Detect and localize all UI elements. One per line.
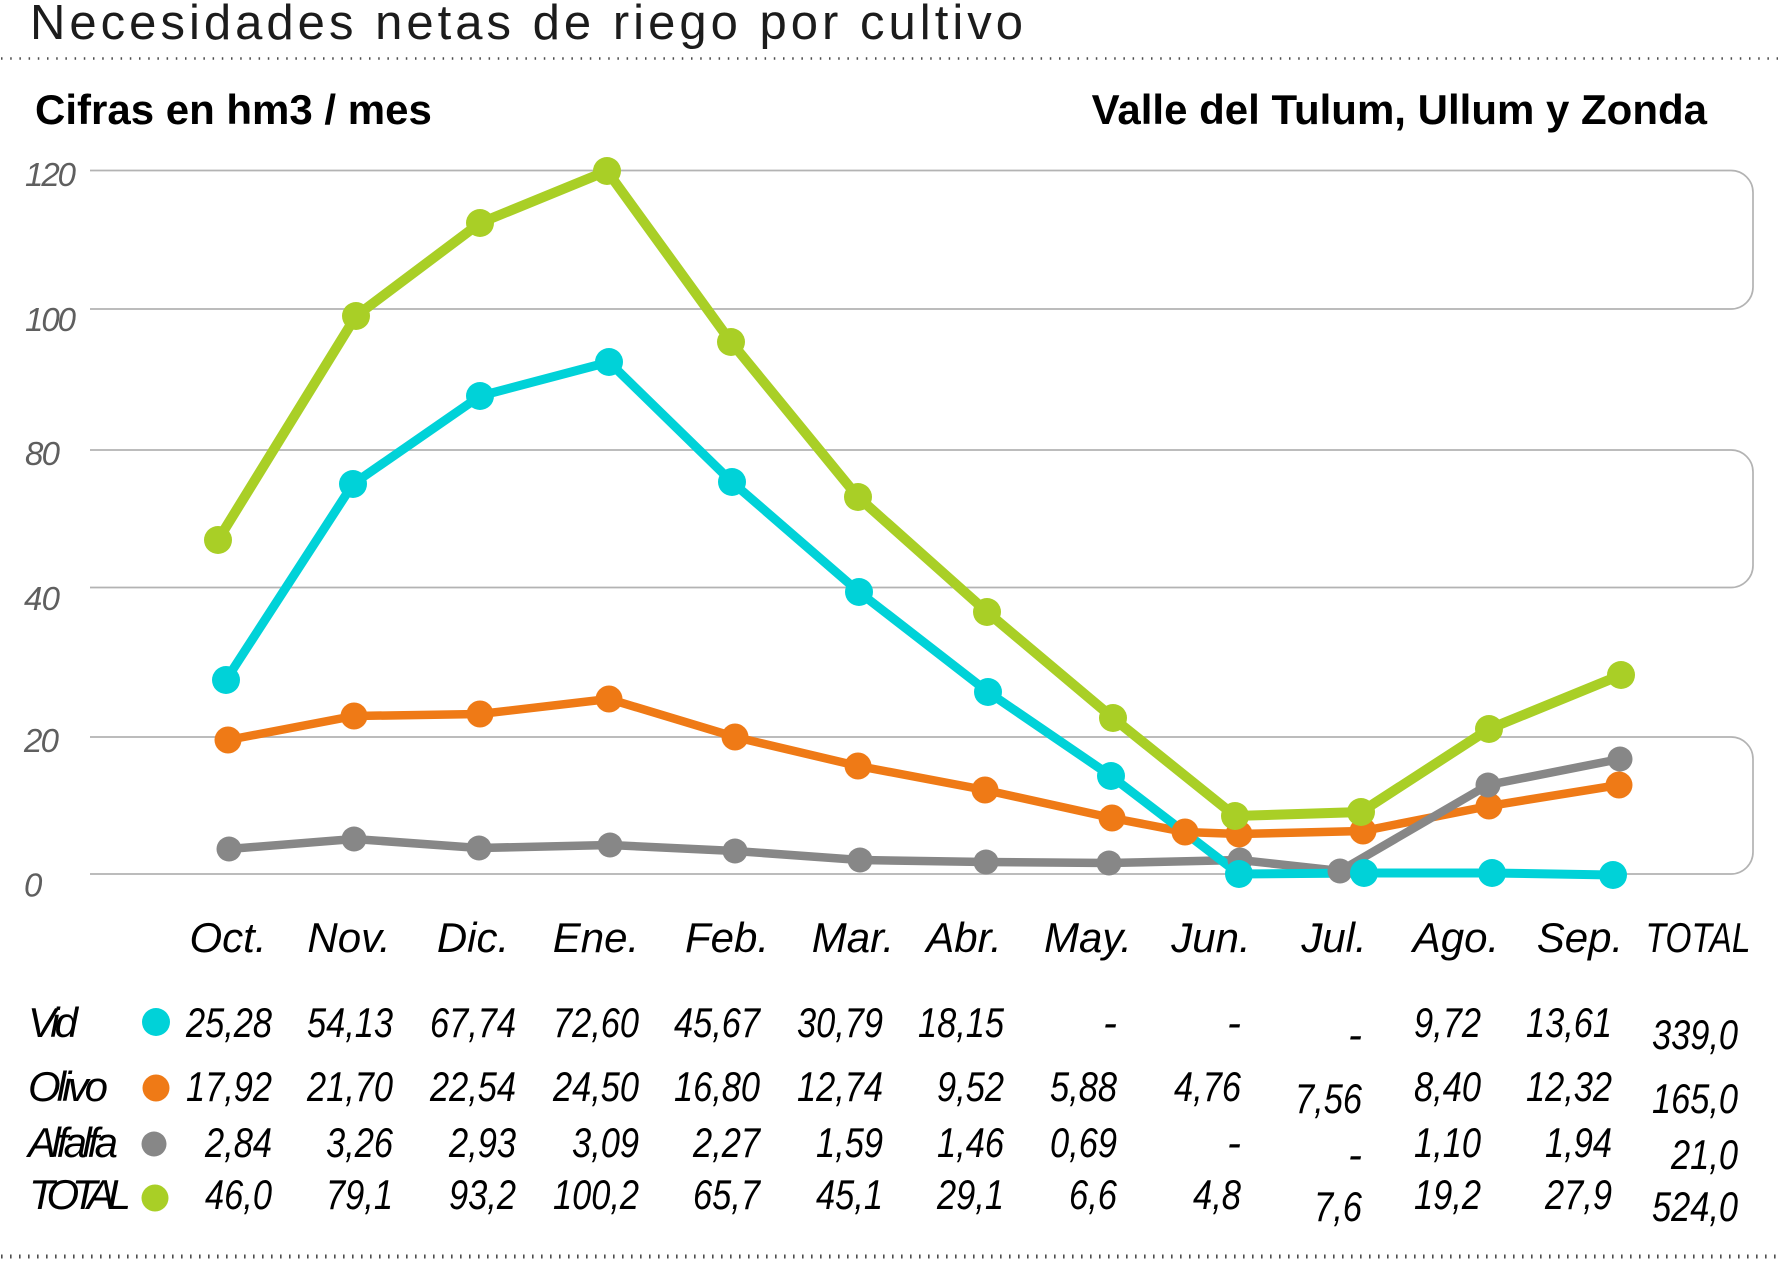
svg-text:3,09: 3,09 bbox=[572, 1119, 639, 1166]
svg-text:Jul.: Jul. bbox=[1300, 914, 1366, 961]
svg-text:0: 0 bbox=[24, 867, 43, 904]
svg-text:72,60: 72,60 bbox=[553, 999, 640, 1046]
svg-text:May.: May. bbox=[1044, 914, 1132, 961]
svg-text:45,1: 45,1 bbox=[816, 1171, 883, 1218]
svg-text:1,10: 1,10 bbox=[1414, 1119, 1482, 1166]
svg-text:19,2: 19,2 bbox=[1414, 1171, 1481, 1218]
svg-text:27,9: 27,9 bbox=[1544, 1171, 1612, 1218]
svg-text:24,50: 24,50 bbox=[552, 1063, 639, 1110]
svg-text:22,54: 22,54 bbox=[429, 1063, 516, 1110]
svg-text:165,0: 165,0 bbox=[1652, 1075, 1739, 1122]
svg-text:45,67: 45,67 bbox=[674, 999, 761, 1046]
svg-text:6,6: 6,6 bbox=[1069, 1171, 1118, 1218]
svg-text:1,46: 1,46 bbox=[937, 1119, 1005, 1166]
svg-text:TOTAL: TOTAL bbox=[29, 1171, 131, 1218]
svg-text:18,15: 18,15 bbox=[918, 999, 1005, 1046]
svg-text:29,1: 29,1 bbox=[936, 1171, 1004, 1218]
svg-text:12,32: 12,32 bbox=[1526, 1063, 1612, 1110]
svg-text:40: 40 bbox=[24, 580, 61, 617]
svg-text:7,56: 7,56 bbox=[1295, 1075, 1363, 1122]
svg-text:1,59: 1,59 bbox=[816, 1119, 883, 1166]
svg-text:Alfalfa: Alfalfa bbox=[25, 1119, 118, 1166]
svg-text:Vid: Vid bbox=[28, 999, 80, 1046]
svg-text:80: 80 bbox=[25, 435, 61, 472]
svg-text:3,26: 3,26 bbox=[326, 1119, 394, 1166]
svg-text:TOTAL: TOTAL bbox=[1646, 914, 1751, 961]
svg-text:9,72: 9,72 bbox=[1414, 999, 1481, 1046]
svg-text:Valle del Tulum, Ullum y Zonda: Valle del Tulum, Ullum y Zonda bbox=[1092, 86, 1708, 133]
svg-text:Olivo: Olivo bbox=[28, 1063, 108, 1110]
svg-text:30,79: 30,79 bbox=[797, 999, 883, 1046]
svg-text:21,0: 21,0 bbox=[1670, 1131, 1738, 1178]
svg-text:67,74: 67,74 bbox=[430, 999, 516, 1046]
svg-text:Jun.: Jun. bbox=[1170, 914, 1250, 961]
svg-text:Sep.: Sep. bbox=[1537, 914, 1623, 961]
svg-text:17,92: 17,92 bbox=[186, 1063, 272, 1110]
svg-text:25,28: 25,28 bbox=[185, 999, 272, 1046]
svg-text:Ene.: Ene. bbox=[553, 914, 639, 961]
svg-text:100: 100 bbox=[25, 301, 77, 338]
svg-text:100,2: 100,2 bbox=[553, 1171, 639, 1218]
svg-text:Dic.: Dic. bbox=[437, 914, 509, 961]
svg-text:Abr.: Abr. bbox=[923, 914, 1001, 961]
svg-text:20: 20 bbox=[23, 722, 60, 759]
svg-text:1,94: 1,94 bbox=[1545, 1119, 1612, 1166]
svg-text:-: - bbox=[1103, 999, 1117, 1046]
svg-text:79,1: 79,1 bbox=[326, 1171, 393, 1218]
svg-text:Necesidades netas de riego por: Necesidades netas de riego por cultivo bbox=[30, 0, 1023, 50]
svg-text:4,76: 4,76 bbox=[1174, 1063, 1242, 1110]
svg-text:4,8: 4,8 bbox=[1193, 1171, 1242, 1218]
svg-text:339,0: 339,0 bbox=[1652, 1011, 1739, 1058]
svg-text:12,74: 12,74 bbox=[797, 1063, 883, 1110]
svg-text:Ago.: Ago. bbox=[1410, 914, 1499, 961]
svg-text:-: - bbox=[1348, 1011, 1362, 1058]
svg-text:0,69: 0,69 bbox=[1050, 1119, 1117, 1166]
svg-text:524,0: 524,0 bbox=[1652, 1183, 1739, 1230]
svg-text:-: - bbox=[1348, 1131, 1362, 1178]
svg-text:120: 120 bbox=[25, 156, 77, 193]
svg-text:2,93: 2,93 bbox=[448, 1119, 516, 1166]
svg-text:Feb.: Feb. bbox=[685, 914, 769, 961]
svg-text:-: - bbox=[1227, 999, 1241, 1046]
svg-text:-: - bbox=[1227, 1119, 1241, 1166]
svg-text:65,7: 65,7 bbox=[693, 1171, 761, 1218]
svg-text:13,61: 13,61 bbox=[1526, 999, 1612, 1046]
svg-text:7,6: 7,6 bbox=[1314, 1183, 1363, 1230]
svg-text:2,84: 2,84 bbox=[204, 1119, 272, 1166]
svg-text:93,2: 93,2 bbox=[449, 1171, 516, 1218]
svg-text:Nov.: Nov. bbox=[307, 914, 390, 961]
svg-text:46,0: 46,0 bbox=[205, 1171, 273, 1218]
svg-text:Cifras en hm3 / mes: Cifras en hm3 / mes bbox=[35, 86, 432, 133]
svg-text:Mar.: Mar. bbox=[812, 914, 894, 961]
svg-text:2,27: 2,27 bbox=[692, 1119, 761, 1166]
svg-text:16,80: 16,80 bbox=[674, 1063, 761, 1110]
svg-text:21,70: 21,70 bbox=[306, 1063, 393, 1110]
svg-text:54,13: 54,13 bbox=[307, 999, 393, 1046]
svg-text:Oct.: Oct. bbox=[189, 914, 266, 961]
svg-text:9,52: 9,52 bbox=[937, 1063, 1004, 1110]
svg-text:5,88: 5,88 bbox=[1050, 1063, 1118, 1110]
svg-text:8,40: 8,40 bbox=[1414, 1063, 1482, 1110]
